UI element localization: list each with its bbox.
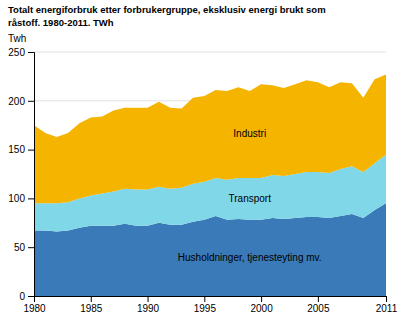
x-tick-label: 1995 [194,303,217,314]
x-tick: 1980 [23,296,46,314]
y-tick-label: 200 [8,96,25,107]
y-tick-mark [28,150,34,151]
series-label: Industri [233,128,266,139]
x-axis: 1980 1985 1990 1995 2000 2005 2011 [23,296,397,314]
x-tick: 2005 [307,296,330,314]
y-tick: 200 [8,96,34,107]
y-tick-mark [28,101,34,102]
area [34,74,386,203]
y-tick-mark [28,247,34,248]
series-labels: Husholdninger, tjenesteyting mv. Transpor… [178,128,322,262]
y-tick-label: 100 [8,193,25,204]
y-tick: 150 [8,144,34,155]
y-tick: 50 [14,242,34,253]
y-tick-label: 0 [19,291,25,302]
x-tick: 1995 [194,296,217,314]
y-tick: 0 [19,291,34,302]
x-tick-label: 1985 [80,303,103,314]
y-axis: 0 50 100 150 200 250 [8,47,34,302]
x-tick-label: 2005 [307,303,330,314]
x-tick-mark [148,296,149,302]
grid [34,52,386,296]
y-tick-mark [28,198,34,199]
x-tick-mark [386,296,387,302]
y-tick: 250 [8,47,34,58]
x-tick: 1985 [80,296,103,314]
x-tick-mark [261,296,262,302]
series-label: Transport [229,193,272,204]
y-tick-label: 150 [8,144,25,155]
y-tick-mark [28,296,34,297]
y-tick-label: 250 [8,47,25,58]
x-tick: 1990 [137,296,160,314]
x-axis-line [35,297,387,303]
x-tick-mark [318,296,319,302]
y-tick-mark [28,52,34,53]
x-tick-label: 2000 [250,303,273,314]
x-tick-mark [91,296,92,302]
x-tick-label: 2011 [376,303,398,314]
subtitle: råstoff. 1980-2011. TWh [8,17,114,28]
x-tick-label: 1980 [23,303,46,314]
y-tick: 100 [8,193,34,204]
chart: Totalt energiforbruk etter forbrukergrup… [0,0,400,320]
x-tick: 2000 [250,296,273,314]
y-axis-label: Twh [8,33,26,44]
plot-area [34,74,386,296]
x-tick-label: 1990 [137,303,160,314]
title: Totalt energiforbruk etter forbrukergrup… [8,4,326,15]
grid-line [34,52,386,53]
y-tick-label: 50 [14,242,26,253]
x-tick-mark [204,296,205,302]
y-axis-line [28,53,35,297]
x-tick: 2011 [376,296,398,314]
series-label: Husholdninger, tjenesteyting mv. [178,252,322,263]
